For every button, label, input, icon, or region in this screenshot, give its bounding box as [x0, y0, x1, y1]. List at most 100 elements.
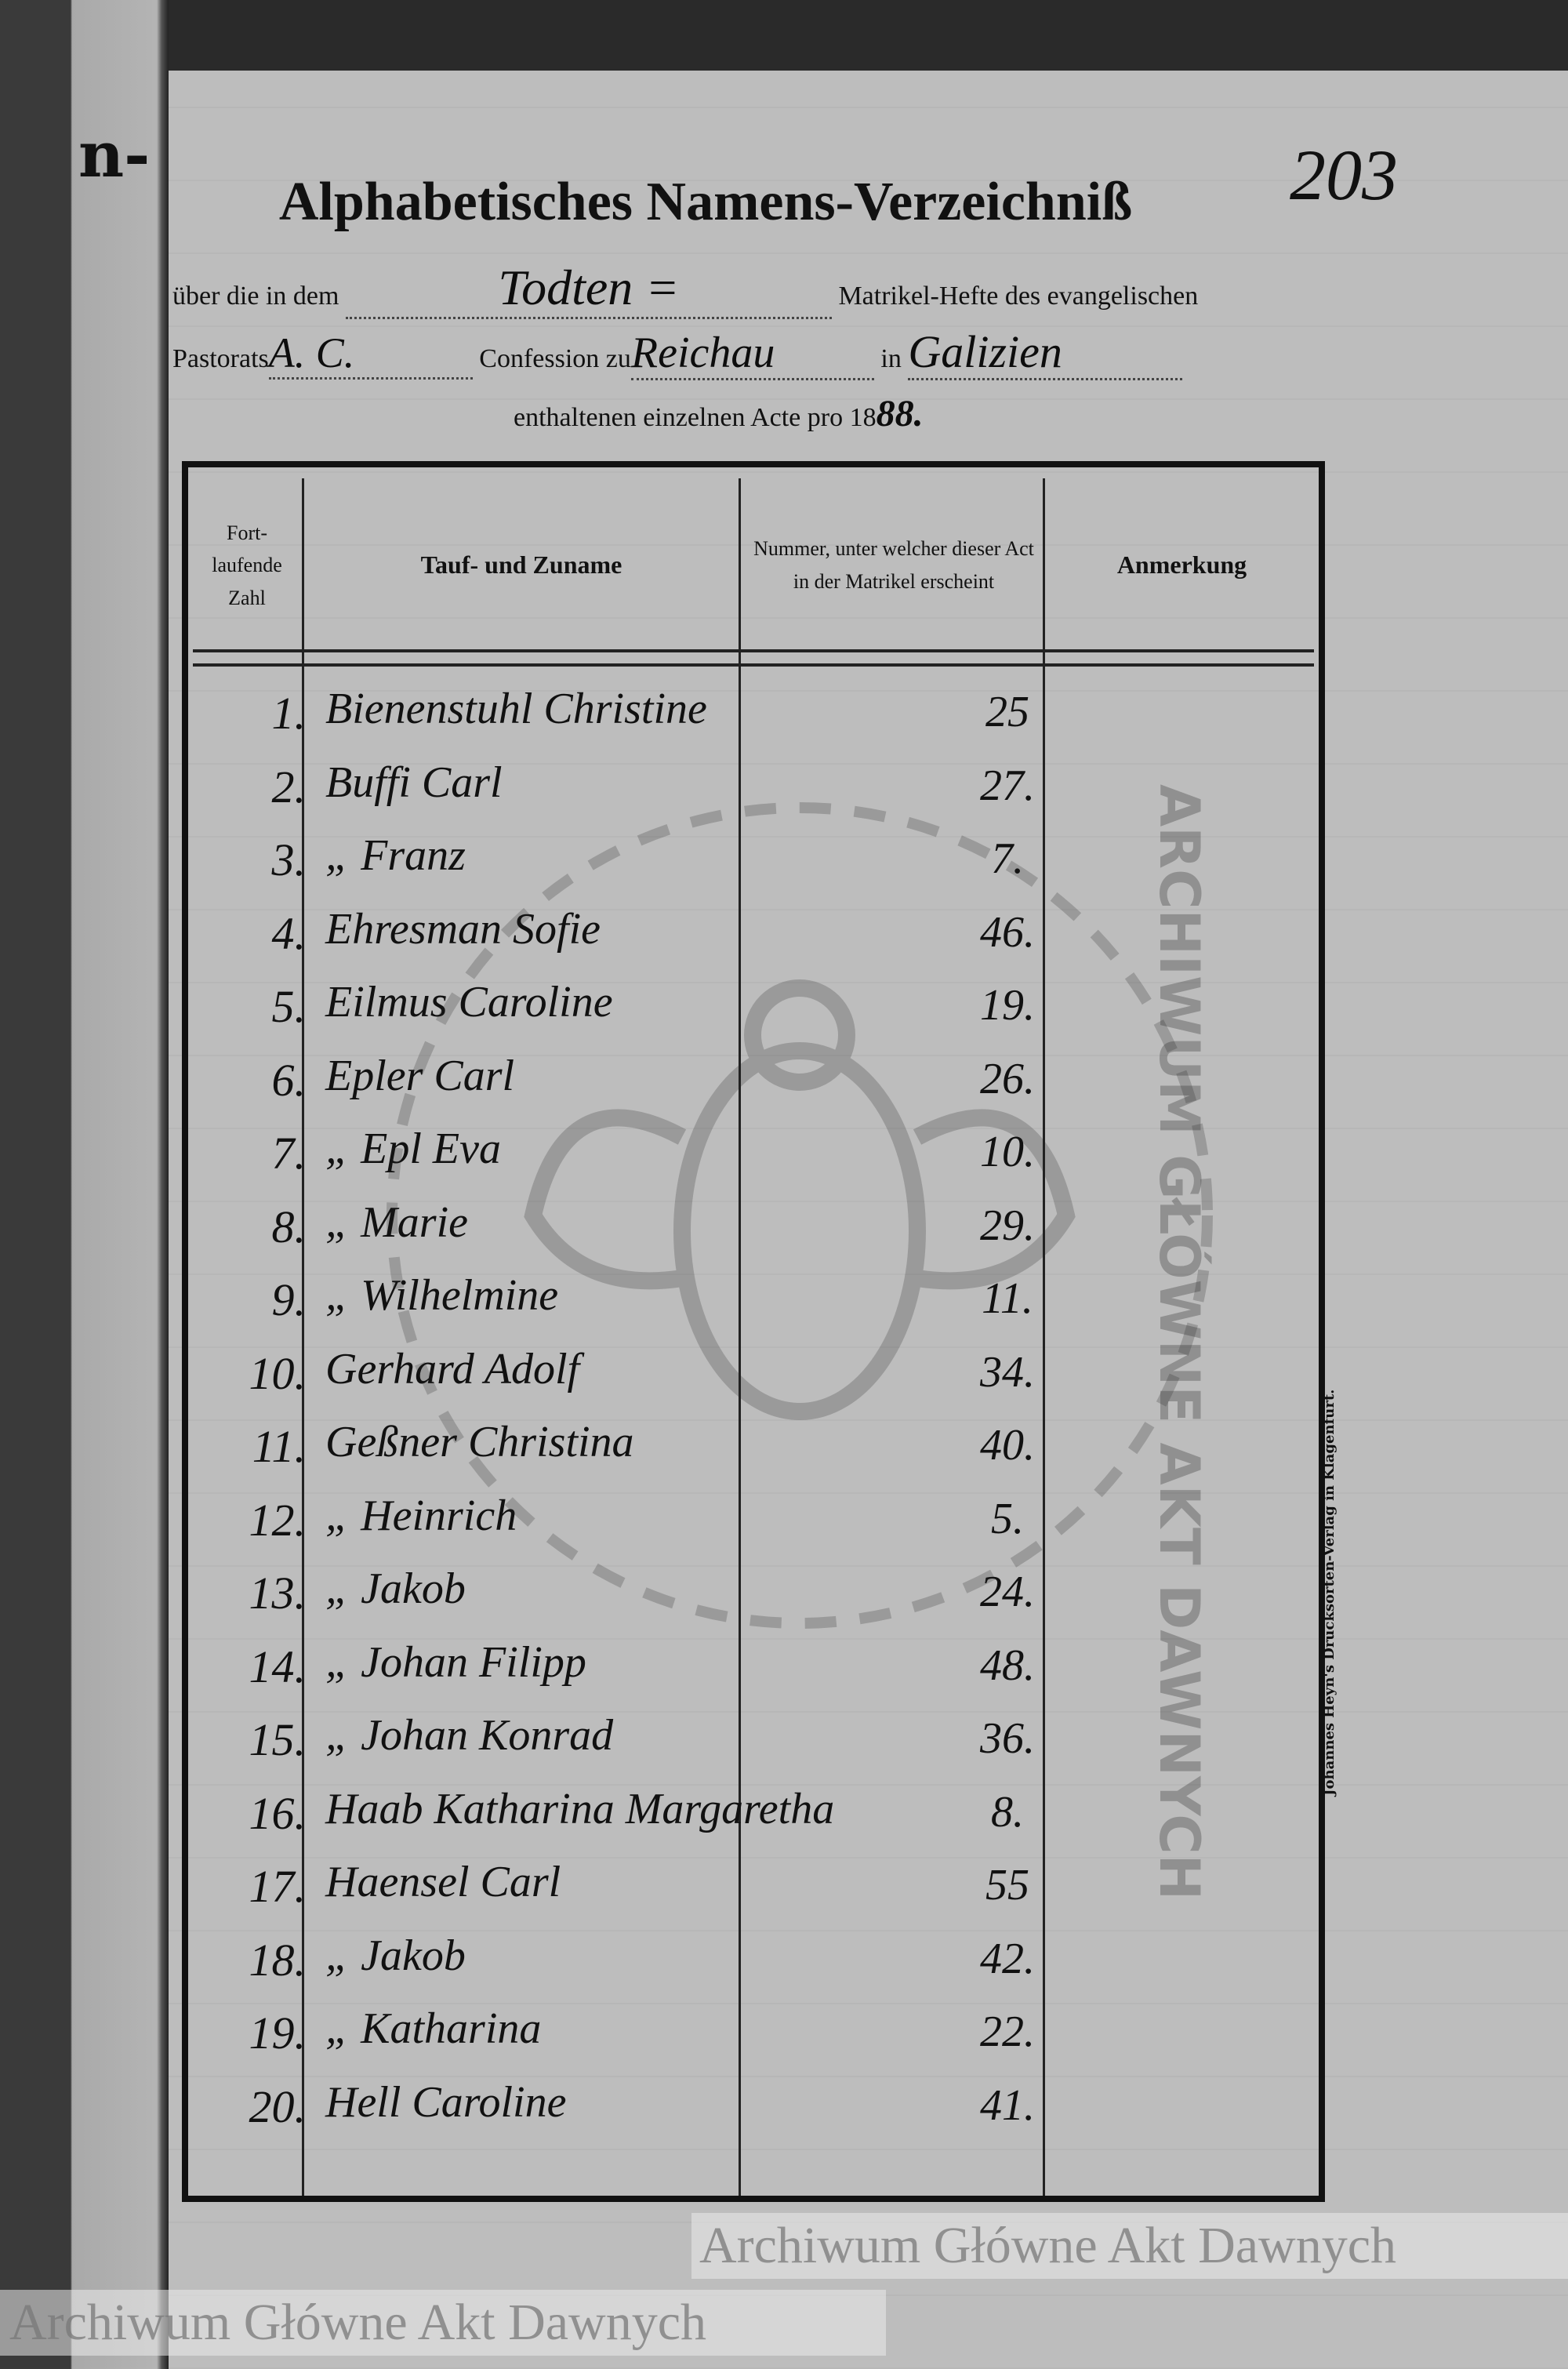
year-suffix: 88. [876, 393, 924, 434]
row-register-number: 25 [985, 688, 1029, 736]
row-register-number: 29. [980, 1201, 1035, 1250]
row-name: Bienenstuhl Christine [325, 685, 707, 733]
table-row: 9. „ Wilhelmine 11. [188, 1266, 1319, 1339]
table-row: 7. „ Epl Eva 10. [188, 1119, 1319, 1192]
row-name: Haab Katharina Margaretha [325, 1784, 835, 1833]
row-number: 9. [271, 1274, 307, 1325]
row-name: Gerhard Adolf [325, 1344, 580, 1393]
register-page: 203 Alphabetisches Namens-Verzeichniß üb… [169, 71, 1568, 2369]
form-label: enthaltenen einzelnen Acte pro 18 [514, 403, 877, 432]
row-name: „ Jakob [325, 1564, 466, 1613]
row-register-number: 5. [991, 1494, 1024, 1543]
row-name: Eilmus Caroline [325, 978, 613, 1026]
header-rule [193, 649, 1314, 667]
table-row: 8. „ Marie 29. [188, 1193, 1319, 1266]
row-name: „ Epl Eva [325, 1125, 501, 1173]
previous-page-fragment: n- [78, 118, 151, 191]
row-number: 10. [249, 1347, 307, 1399]
table-row: 17. Haensel Carl 55 [188, 1852, 1319, 1925]
row-number: 12. [249, 1494, 307, 1546]
row-register-number: 7. [991, 834, 1024, 883]
table-row: 15. „ Johan Konrad 36. [188, 1706, 1319, 1779]
row-register-number: 26. [980, 1054, 1035, 1103]
place: Reichau [630, 328, 874, 380]
row-number: 7. [271, 1128, 307, 1179]
header-remark: Anmerkung [1116, 550, 1247, 580]
form-label: in [880, 344, 902, 373]
table-row: 18. „ Jakob 42. [188, 1926, 1319, 1999]
printer-imprint: Johannes Heyn's Drucksorten-Verlag in Kl… [1321, 1389, 1338, 1796]
row-register-number: 36. [980, 1714, 1035, 1763]
row-name: Haensel Carl [325, 1858, 561, 1906]
table-row: 11. Geßner Christina 40. [188, 1412, 1319, 1485]
row-number: 3. [271, 834, 307, 885]
row-number: 8. [271, 1201, 307, 1252]
row-name: Geßner Christina [325, 1418, 634, 1466]
form-label: Pastorats [172, 344, 269, 373]
page-title: Alphabetisches Namens-Verzeichniß [278, 172, 1133, 232]
row-name: „ Marie [325, 1197, 468, 1247]
confession: A. C. [268, 329, 473, 380]
column-divider [739, 478, 741, 2196]
form-label: Matrikel-Hefte des evangelischen [838, 282, 1199, 311]
row-name: „ Katharina [325, 2004, 542, 2053]
row-name: „ Franz [325, 831, 466, 880]
form-line-2: PastoratsA. C. Confession zuReichau in G… [172, 325, 1333, 380]
table-row: 14. „ Johan Filipp 48. [188, 1633, 1319, 1706]
form-label: über die in dem [172, 282, 339, 311]
table-row: 1. Bienenstuhl Christine 25 [188, 679, 1319, 752]
column-divider [302, 478, 304, 2196]
row-number: 19. [249, 2007, 307, 2058]
row-name: „ Heinrich [325, 1491, 517, 1540]
row-register-number: 48. [980, 1640, 1035, 1690]
table-row: 10. Gerhard Adolf 34. [188, 1339, 1319, 1412]
row-name: „ Johan Konrad [325, 1711, 614, 1760]
row-register-number: 42. [980, 1934, 1035, 1983]
row-name: Hell Caroline [325, 2077, 567, 2127]
table-row: 19. „ Katharina 22. [188, 1999, 1319, 2072]
row-number: 16. [249, 1787, 307, 1839]
row-register-number: 34. [980, 1347, 1035, 1397]
row-register-number: 10. [980, 1128, 1035, 1176]
row-name: „ Wilhelmine [325, 1271, 559, 1320]
row-number: 6. [271, 1054, 307, 1106]
row-register-number: 24. [980, 1568, 1035, 1616]
row-number: 17. [249, 1861, 307, 1912]
previous-page-edge: n- [0, 0, 169, 2369]
table-row: 3. „ Franz 7. [188, 826, 1319, 899]
row-number: 13. [249, 1568, 307, 1619]
stamp-text: ARCHIWUM GŁÓWNE AKT DAWNYCH [1147, 784, 1211, 1901]
row-name: Buffi Carl [325, 758, 503, 807]
row-register-number: 19. [980, 981, 1035, 1030]
row-name: „ Johan Filipp [325, 1637, 586, 1687]
table-row: 6. Epler Carl 26. [188, 1046, 1319, 1119]
row-register-number: 41. [980, 2080, 1035, 2130]
row-register-number: 8. [991, 1787, 1024, 1837]
table-row: 12. „ Heinrich 5. [188, 1486, 1319, 1559]
row-register-number: 22. [980, 2007, 1035, 2056]
form-label: Confession zu [479, 344, 631, 373]
register-type: Todten = [345, 259, 832, 319]
table-row: 20. Hell Caroline 41. [188, 2073, 1319, 2146]
row-number: 11. [252, 1421, 306, 1472]
table-row: 2. Buffi Carl 27. [188, 753, 1319, 826]
row-name: Epler Carl [325, 1051, 515, 1100]
table-row: 5. Eilmus Caroline 19. [188, 972, 1319, 1045]
page-number: 203 [1290, 135, 1398, 215]
row-number: 20. [249, 2080, 307, 2132]
column-divider [1043, 478, 1045, 2196]
row-number: 18. [249, 1934, 307, 1986]
watermark-text-bottom: Archiwum Główne Akt Dawnych [0, 2290, 886, 2356]
header-name: Tauf- und Zuname [420, 550, 622, 580]
form-line-3: enthaltenen einzelnen Acte pro 1888. [514, 392, 924, 435]
table-row: 13. „ Jakob 24. [188, 1559, 1319, 1632]
row-number: 4. [271, 907, 307, 959]
row-register-number: 55 [985, 1861, 1029, 1909]
row-number: 5. [271, 981, 307, 1032]
table-row: 16. Haab Katharina Margaretha 8. [188, 1779, 1319, 1852]
row-register-number: 46. [980, 907, 1035, 957]
table-row: 4. Ehresman Sofie 46. [188, 899, 1319, 972]
row-register-number: 40. [980, 1421, 1035, 1470]
row-number: 15. [249, 1714, 307, 1765]
row-name: Ehresman Sofie [325, 904, 601, 954]
